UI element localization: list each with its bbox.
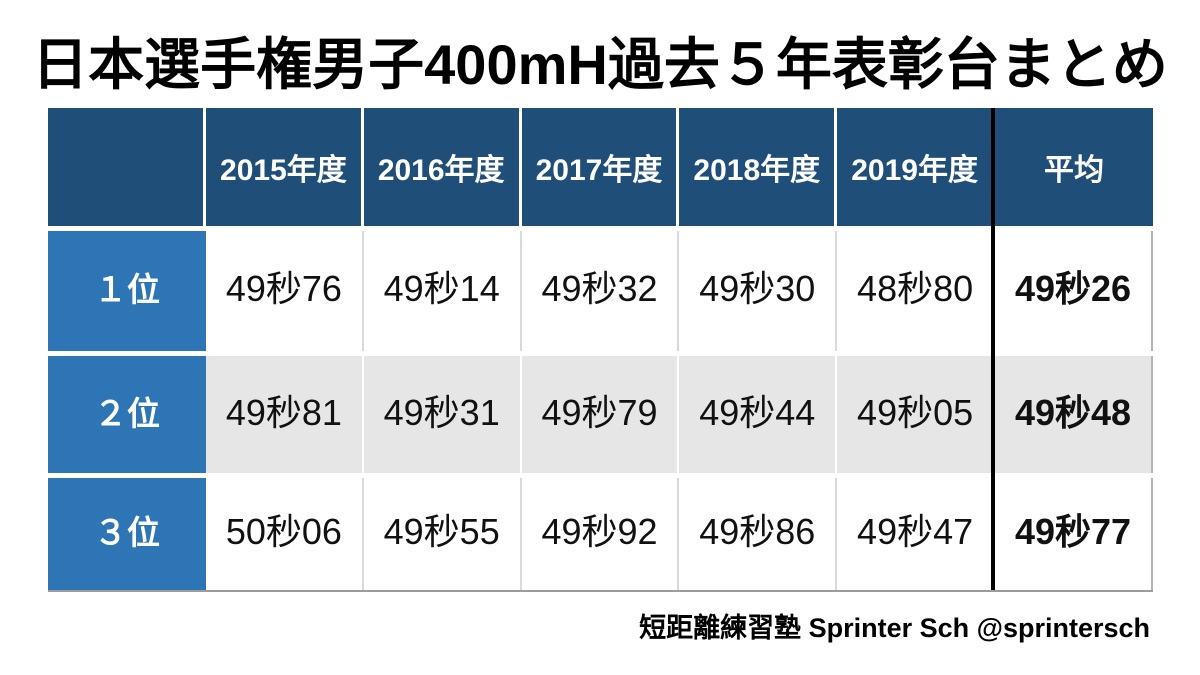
average-column-divider-line xyxy=(991,108,995,590)
result-cell: 49秒55 xyxy=(363,478,522,590)
average-cell: 49秒77 xyxy=(995,478,1153,590)
rank-3-label: ３位 xyxy=(48,478,206,590)
result-cell: 49秒81 xyxy=(206,356,364,473)
column-header-2019: 2019年度 xyxy=(837,108,995,226)
credit-text: 短距離練習塾 Sprinter Sch @sprintersch xyxy=(639,613,1150,643)
average-cell: 49秒26 xyxy=(995,231,1153,351)
result-cell: 49秒47 xyxy=(837,478,995,590)
result-cell: 49秒44 xyxy=(679,356,838,473)
result-cell: 50秒06 xyxy=(206,478,364,590)
column-header-2017: 2017年度 xyxy=(521,108,680,226)
column-header-2015: 2015年度 xyxy=(206,108,364,226)
corner-cell xyxy=(48,108,206,226)
result-cell: 49秒86 xyxy=(679,478,838,590)
result-cell: 49秒32 xyxy=(521,231,680,351)
result-cell: 49秒92 xyxy=(521,478,680,590)
result-cell: 49秒79 xyxy=(521,356,680,473)
column-header-2016: 2016年度 xyxy=(363,108,522,226)
result-cell: 49秒31 xyxy=(363,356,522,473)
result-cell: 49秒76 xyxy=(206,231,364,351)
rank-1-label: １位 xyxy=(48,231,206,351)
page-title: 日本選手権男子400mH過去５年表彰台まとめ xyxy=(32,33,1168,96)
result-cell: 48秒80 xyxy=(837,231,995,351)
result-cell: 49秒14 xyxy=(363,231,522,351)
result-cell: 49秒30 xyxy=(679,231,838,351)
average-cell: 49秒48 xyxy=(995,356,1153,473)
rank-2-label: ２位 xyxy=(48,356,206,473)
column-header-average: 平均 xyxy=(995,108,1153,226)
results-table: 2015年度 2016年度 2017年度 2018年度 2019年度 平均 １位… xyxy=(48,108,1153,592)
column-header-2018: 2018年度 xyxy=(679,108,838,226)
table-bottom-rule xyxy=(48,590,1153,592)
result-cell: 49秒05 xyxy=(837,356,995,473)
